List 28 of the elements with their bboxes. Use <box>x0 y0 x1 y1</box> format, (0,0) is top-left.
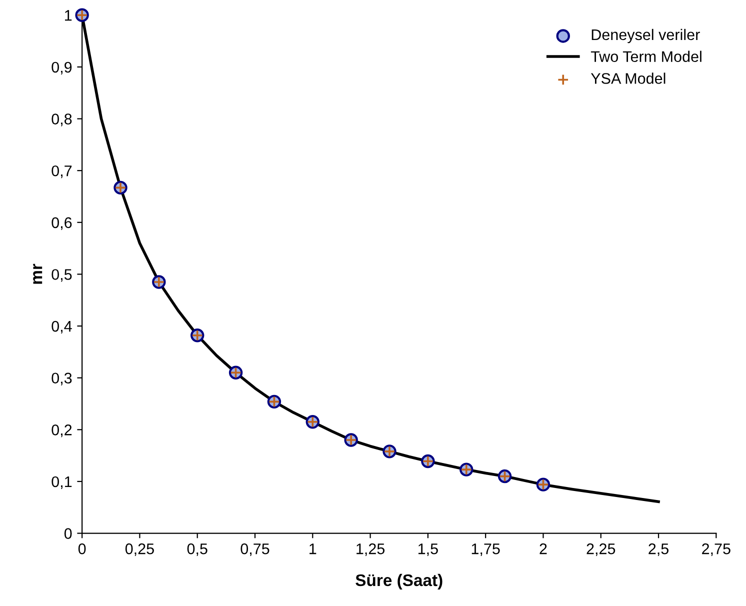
y-tick-label: 0,2 <box>52 424 72 438</box>
x-tick-label: 2 <box>540 543 547 554</box>
x-tick-label: 2,25 <box>586 543 616 556</box>
legend-label: Two Term Model <box>590 50 702 62</box>
legend-label: YSA Model <box>590 72 666 84</box>
y-tick-label: 0,3 <box>52 372 72 386</box>
y-tick-label: 0,6 <box>52 217 72 230</box>
y-tick-label: 0 <box>64 528 72 539</box>
y-tick-label: 0,4 <box>52 320 72 334</box>
x-tick-label: 1 <box>310 544 316 554</box>
x-tick-label: 1,25 <box>356 543 385 556</box>
x-tick-label: 2,5 <box>648 543 668 556</box>
y-tick-label: 0,1 <box>52 476 72 489</box>
x-tick-label: 1,5 <box>418 544 438 556</box>
y-tick-label: 0,5 <box>52 269 72 282</box>
x-tick-label: 0,25 <box>125 543 154 556</box>
y-tick-label: 0,9 <box>52 62 72 74</box>
x-axis-title: Süre (Saat) <box>356 574 442 590</box>
y-tick-label: 0,7 <box>52 165 72 178</box>
y-tick-label: 0,8 <box>52 114 72 126</box>
x-tick-label: 1,75 <box>472 544 500 556</box>
x-tick-label: 0 <box>78 543 86 554</box>
x-tick-label: 0,75 <box>240 543 270 556</box>
x-tick-label: 2,75 <box>702 543 730 556</box>
y-axis-title: mr <box>33 264 42 284</box>
x-tick-label: 0,5 <box>187 543 208 556</box>
y-tick-label: 1 <box>65 10 72 21</box>
legend-label: Deneysel veriler <box>592 28 700 44</box>
